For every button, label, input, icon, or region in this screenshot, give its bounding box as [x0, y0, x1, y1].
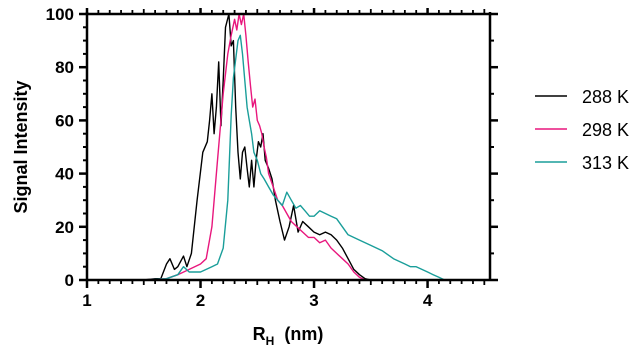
legend: 288 K 298 K 313 K	[535, 87, 629, 173]
y-tick-label: 0	[65, 271, 74, 290]
y-tick-label: 80	[55, 58, 74, 77]
legend-label-313-k: 313 K	[582, 153, 629, 173]
y-tick-label: 20	[55, 218, 74, 237]
y-axis-label: Signal Intensity	[11, 80, 31, 213]
series-line-313-k	[143, 34, 445, 280]
x-axis-label: RH (nm)	[253, 324, 324, 348]
y-tick-label: 60	[55, 111, 74, 130]
legend-label-288-k: 288 K	[582, 87, 629, 107]
x-axis-label-sub: H	[266, 334, 275, 348]
axes	[85, 12, 492, 282]
x-axis-label-main: R	[253, 324, 266, 344]
series-line-288-k	[143, 14, 371, 280]
x-tick-label: 4	[423, 291, 433, 310]
y-tick-label: 100	[46, 5, 74, 24]
x-tick-label: 2	[196, 291, 205, 310]
legend-label-298-k: 298 K	[582, 120, 629, 140]
series-line-298-k	[143, 14, 366, 280]
y-tick-label: 40	[55, 165, 74, 184]
series-layer	[143, 14, 445, 280]
x-axis-label-unit: (nm)	[284, 324, 323, 344]
ticks: 0 20 40 60 80 100 1 2 3 4	[46, 5, 498, 310]
x-tick-label: 3	[309, 291, 318, 310]
x-tick-label: 1	[82, 291, 91, 310]
